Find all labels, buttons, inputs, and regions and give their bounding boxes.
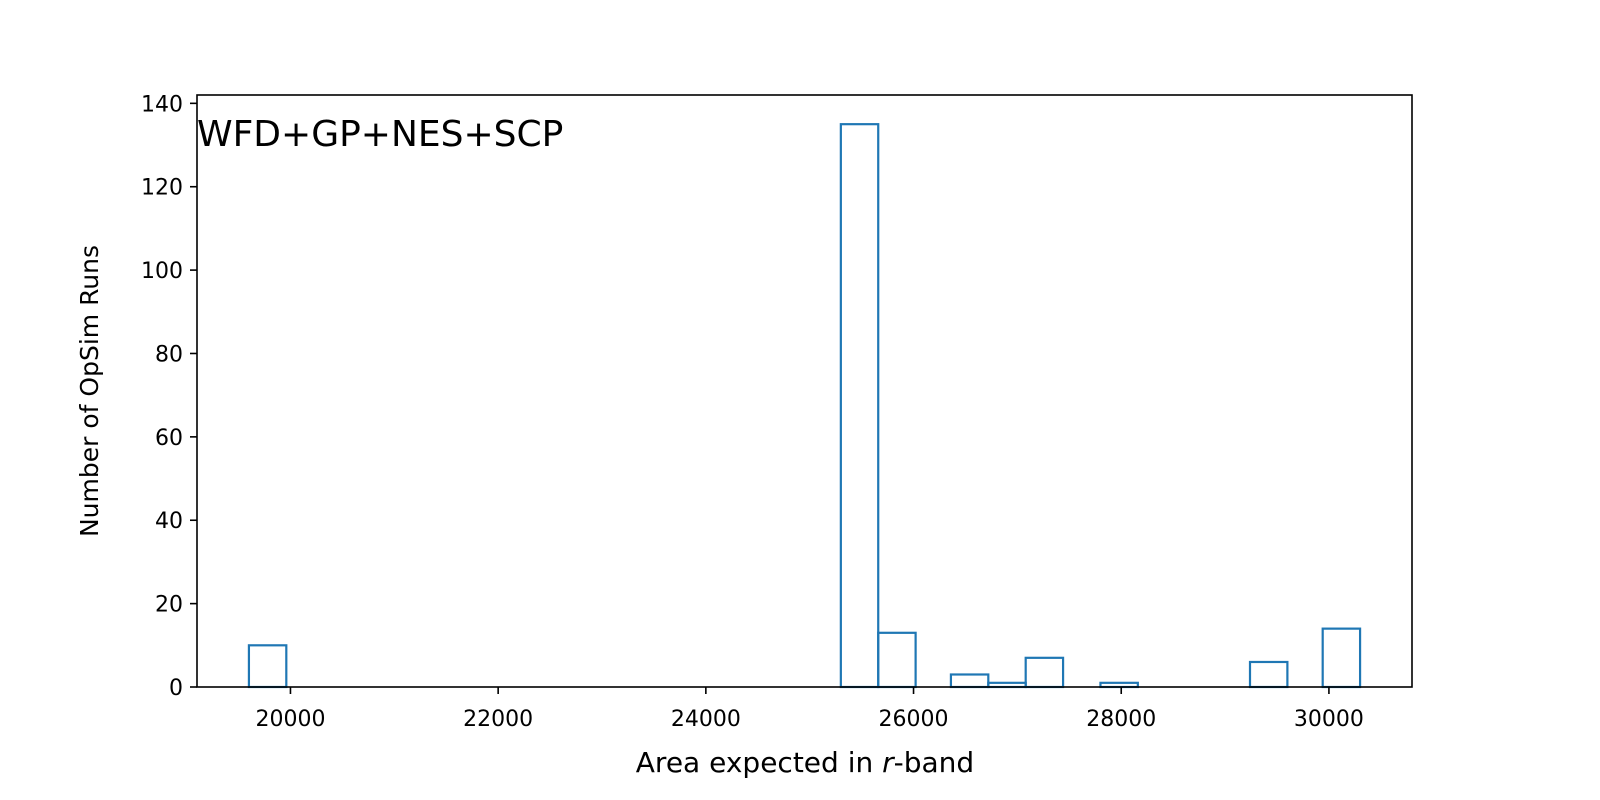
- histogram-bar: [1024, 656, 1065, 689]
- chart-annotation: WFD+GP+NES+SCP: [197, 114, 563, 155]
- y-tick-label: 80: [155, 342, 183, 367]
- x-tick-label: 30000: [1294, 707, 1364, 732]
- y-tick-label: 40: [155, 509, 183, 534]
- y-tick-label: 60: [155, 426, 183, 451]
- histogram-bar: [1248, 660, 1289, 689]
- x-tick-label: 26000: [879, 707, 949, 732]
- x-tick-label: 24000: [671, 707, 741, 732]
- y-tick-label: 140: [141, 92, 183, 117]
- y-tick-label: 100: [141, 259, 183, 284]
- y-tick-label: 120: [141, 176, 183, 201]
- x-axis-ticks: 20000 22000 24000 26000 28000 30000: [255, 687, 1364, 732]
- y-tick-label: 0: [169, 676, 183, 701]
- x-tick-label: 28000: [1086, 707, 1156, 732]
- plot-frame: [196, 94, 1413, 688]
- histogram-bar: [877, 631, 917, 689]
- x-tick-label: 22000: [463, 707, 533, 732]
- histogram-bar: [839, 123, 880, 689]
- histogram-bar: [247, 644, 288, 689]
- x-tick-label: 20000: [255, 707, 325, 732]
- y-axis-ticks: 0 20 40 60 80 100 120 140: [141, 92, 197, 701]
- histogram-bar: [949, 673, 990, 689]
- y-axis-label: Number of OpSim Runs: [75, 245, 104, 537]
- histogram-bar: [1321, 627, 1362, 689]
- y-tick-label: 20: [155, 593, 183, 618]
- x-axis-label: Area expected in r-band: [636, 746, 974, 779]
- histogram-bars: [247, 123, 1362, 689]
